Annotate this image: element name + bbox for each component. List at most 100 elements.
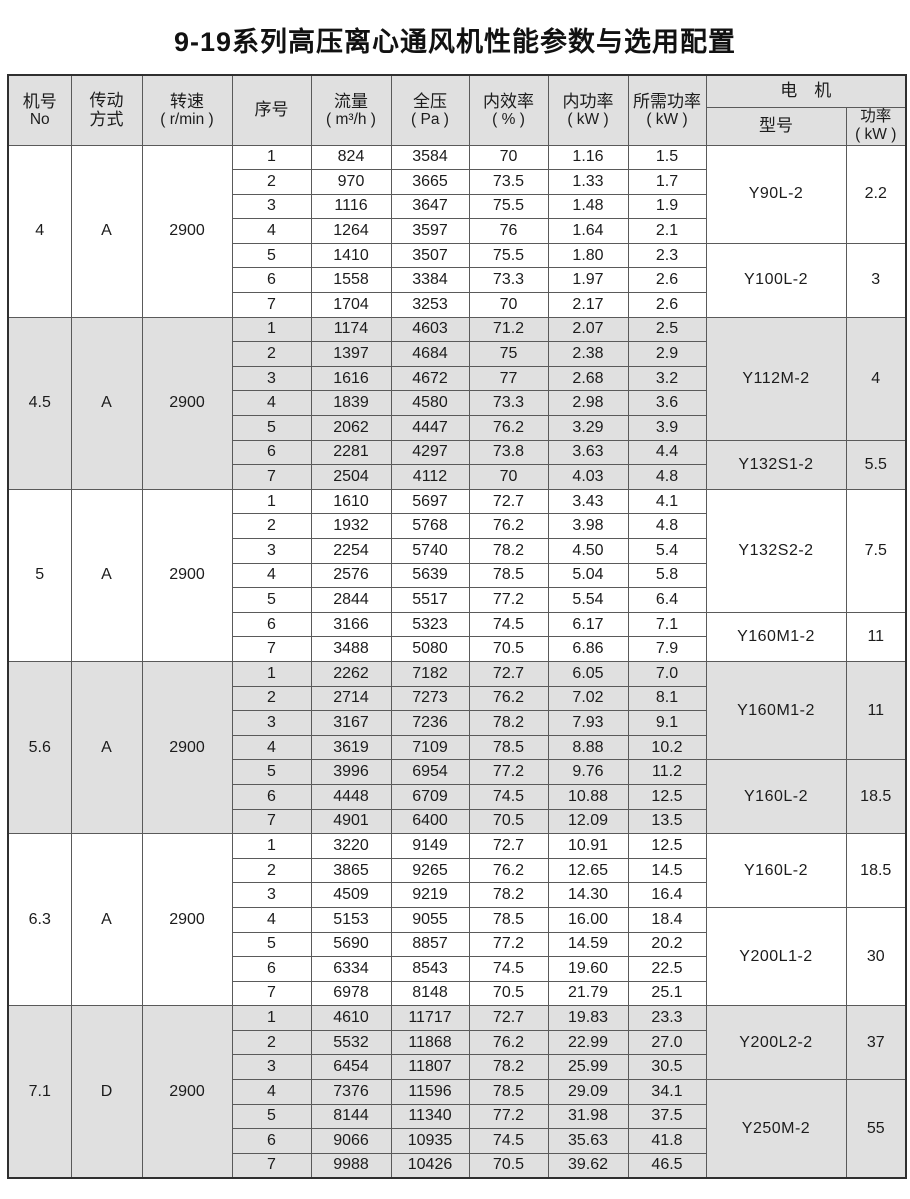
fan-no-cell: 5 (7, 488, 72, 662)
header-power-line1: 内功率 (562, 91, 614, 111)
seq-cell: 5 (231, 587, 312, 613)
speed-cell: 2900 (141, 144, 233, 318)
motor-power-cell: 2.2 (845, 144, 907, 244)
table-row: 3 6454 11807 78.2 25.99 30.5 (8, 1054, 906, 1081)
pressure-cell: 7236 (390, 710, 470, 736)
table-row: 5 1410 3507 75.5 1.80 2.3 Y100L-2 3 (8, 242, 907, 318)
pressure-cell: 9149 (390, 833, 470, 859)
seq-cell: 7 (231, 1152, 312, 1179)
power-cell: 25.99 (547, 1054, 629, 1081)
header-fan-no-line2: No (29, 111, 50, 129)
pressure-cell: 3507 (390, 242, 470, 269)
motor-model-cell: Y160L-2 (705, 759, 847, 835)
seq-cell: 1 (231, 833, 312, 859)
required-power-cell: 5.8 (627, 562, 707, 589)
seq-cell: 3 (231, 882, 312, 908)
required-power-cell: 41.8 (627, 1128, 707, 1154)
efficiency-cell: 70.5 (468, 1152, 549, 1179)
pressure-cell: 4603 (390, 316, 470, 343)
flow-cell: 3166 (310, 611, 392, 638)
flow-cell: 2062 (310, 415, 392, 441)
drive-cell: A (70, 833, 143, 1007)
performance-table: 机号 No 传动 方式 转速 ( r/min ) 序号 流量 ( m³/h ) (7, 74, 907, 1179)
seq-cell: 1 (231, 660, 312, 687)
header-pressure-line1: 全压 (413, 91, 447, 111)
flow-cell: 1839 (310, 390, 392, 417)
required-power-cell: 46.5 (627, 1152, 707, 1179)
required-power-cell: 5.4 (627, 538, 707, 564)
table-row: 7 3488 5080 70.5 6.86 7.9 (8, 636, 906, 662)
efficiency-cell: 72.7 (468, 488, 549, 515)
pressure-cell: 5323 (390, 611, 470, 638)
power-cell: 4.03 (547, 464, 629, 490)
power-cell: 14.30 (547, 882, 629, 908)
table-row: 2 1932 5768 76.2 3.98 4.8 (8, 513, 906, 539)
flow-cell: 1264 (310, 218, 392, 244)
speed-cell: 2900 (141, 316, 233, 490)
pressure-cell: 4297 (390, 439, 470, 466)
drive-cell: A (70, 488, 143, 662)
power-cell: 1.80 (547, 242, 629, 269)
header-motor-model: 型号 (705, 106, 847, 146)
pressure-cell: 4112 (390, 464, 470, 490)
table-row: 5 8144 11340 77.2 31.98 37.5 (8, 1103, 906, 1130)
flow-cell: 3996 (310, 759, 392, 785)
header-power-line2: ( kW ) (567, 111, 609, 129)
seq-cell: 2 (231, 1029, 312, 1056)
power-cell: 4.50 (547, 538, 629, 564)
flow-cell: 5153 (310, 906, 392, 933)
power-cell: 16.00 (547, 906, 629, 933)
required-power-cell: 16.4 (627, 882, 707, 908)
table-row: 3 2254 5740 78.2 4.50 5.4 (8, 538, 906, 564)
power-cell: 2.17 (547, 292, 629, 318)
flow-cell: 8144 (310, 1103, 392, 1130)
header-speed-line1: 转速 (170, 91, 204, 111)
seq-cell: 7 (231, 292, 312, 318)
pressure-cell: 11717 (390, 1005, 470, 1031)
pressure-cell: 9265 (390, 857, 470, 884)
seq-cell: 1 (231, 144, 312, 171)
seq-cell: 3 (231, 193, 312, 220)
motor-model-cell: Y132S2-2 (705, 488, 847, 613)
power-cell: 2.98 (547, 390, 629, 417)
seq-cell: 2 (231, 341, 312, 367)
efficiency-cell: 75.5 (468, 242, 549, 269)
seq-cell: 4 (231, 218, 312, 244)
seq-cell: 6 (231, 1128, 312, 1154)
table-row: 5 2062 4447 76.2 3.29 3.9 (8, 415, 906, 441)
pressure-cell: 11868 (390, 1029, 470, 1056)
required-power-cell: 30.5 (627, 1054, 707, 1081)
table-row: 4 7376 11596 78.5 29.09 34.1 Y250M-2 55 (8, 1079, 907, 1179)
table-row: 6 2281 4297 73.8 3.63 4.4 Y132S1-2 5.5 (8, 439, 907, 490)
seq-cell: 2 (231, 857, 312, 884)
efficiency-cell: 73.8 (468, 439, 549, 466)
power-cell: 6.17 (547, 611, 629, 638)
flow-cell: 4509 (310, 882, 392, 908)
table-row: 5 2844 5517 77.2 5.54 6.4 (8, 587, 906, 613)
motor-power-cell: 5.5 (845, 439, 907, 490)
header-required-line1: 所需功率 (633, 91, 701, 111)
efficiency-cell: 74.5 (468, 956, 549, 982)
header-motor-power-line2: ( kW ) (855, 126, 897, 143)
efficiency-cell: 76.2 (468, 513, 549, 539)
efficiency-cell: 76.2 (468, 685, 549, 712)
pressure-cell: 6400 (390, 808, 470, 835)
flow-cell: 1616 (310, 365, 392, 392)
flow-cell: 1704 (310, 292, 392, 318)
pressure-cell: 4684 (390, 341, 470, 367)
power-cell: 6.05 (547, 660, 629, 687)
seq-cell: 5 (231, 1103, 312, 1130)
efficiency-cell: 75 (468, 341, 549, 367)
pressure-cell: 7182 (390, 660, 470, 687)
required-power-cell: 11.2 (627, 759, 707, 785)
pressure-cell: 4447 (390, 415, 470, 441)
header-flow-line2: ( m³/h ) (326, 111, 376, 129)
required-power-cell: 9.1 (627, 710, 707, 736)
header-power: 内功率 ( kW ) (547, 74, 629, 146)
header-pressure: 全压 ( Pa ) (390, 74, 470, 146)
seq-cell: 3 (231, 1054, 312, 1081)
efficiency-cell: 78.2 (468, 1054, 549, 1081)
header-flow: 流量 ( m³/h ) (310, 74, 392, 146)
motor-power-cell: 7.5 (845, 488, 907, 613)
power-cell: 1.64 (547, 218, 629, 244)
